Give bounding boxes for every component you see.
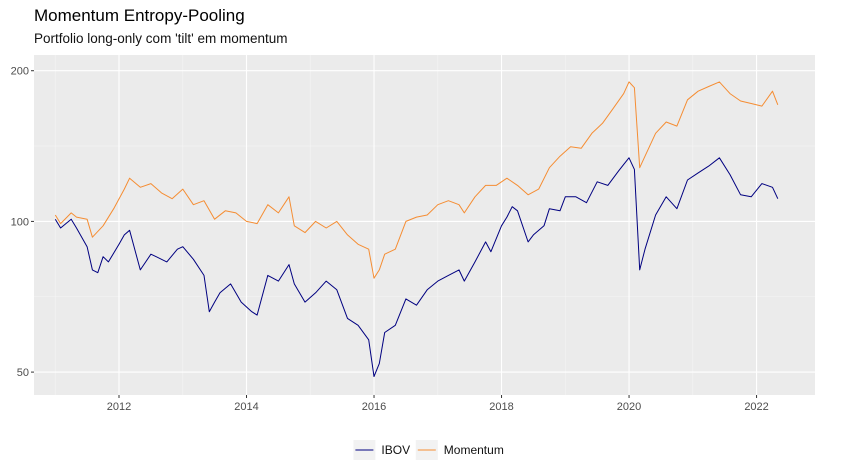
x-tick-label: 2014 bbox=[234, 401, 258, 413]
x-tick-label: 2012 bbox=[107, 401, 131, 413]
chart-subtitle: Portfolio long-only com 'tilt' em moment… bbox=[34, 31, 288, 46]
y-tick-label: 200 bbox=[11, 66, 29, 78]
series-line-momentum bbox=[54, 81, 779, 279]
plot-panel bbox=[34, 55, 815, 395]
legend: IBOV Momentum bbox=[353, 440, 504, 460]
axis-ticks: 2012 2014 2016 2018 2020 2022 50 100 200 bbox=[11, 66, 769, 413]
x-tick-label: 2018 bbox=[489, 401, 513, 413]
legend-label: Momentum bbox=[444, 443, 504, 457]
x-tick-label: 2016 bbox=[362, 401, 386, 413]
legend-label: IBOV bbox=[381, 443, 410, 457]
y-tick-label: 100 bbox=[11, 216, 29, 228]
y-tick-label: 50 bbox=[17, 367, 29, 379]
x-tick-label: 2022 bbox=[744, 401, 768, 413]
chart-title: Momentum Entropy-Pooling bbox=[34, 6, 245, 25]
series-line-ibov bbox=[54, 157, 779, 377]
series-lines bbox=[54, 81, 779, 377]
grid-lines bbox=[34, 55, 815, 395]
x-tick-label: 2020 bbox=[617, 401, 641, 413]
